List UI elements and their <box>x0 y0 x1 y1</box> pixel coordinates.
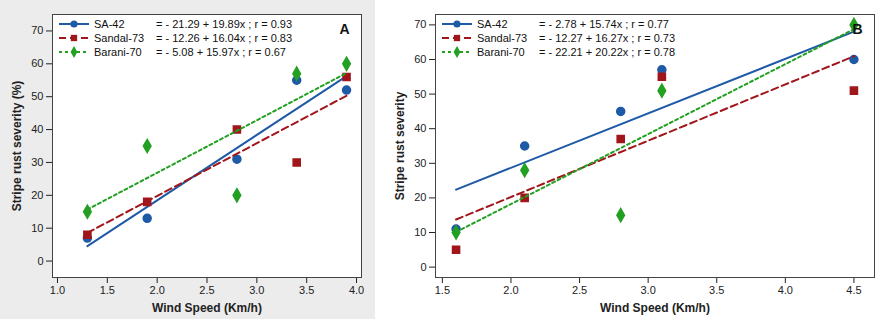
svg-text:2.0: 2.0 <box>503 284 518 296</box>
svg-text:1.0: 1.0 <box>50 284 65 296</box>
svg-text:60: 60 <box>31 57 43 69</box>
svg-text:40: 40 <box>31 123 43 135</box>
svg-text:Wind Speed (Km/h): Wind Speed (Km/h) <box>152 301 262 315</box>
svg-text:2.5: 2.5 <box>199 284 214 296</box>
svg-text:Wind Speed (Km/h): Wind Speed (Km/h) <box>600 301 710 315</box>
svg-text:Stripe rust severity: Stripe rust severity <box>393 91 407 200</box>
html-text:= - 12.27 + 16.27x ; r = 0.73: = - 12.27 + 16.27x ; r = 0.73 <box>539 32 676 44</box>
svg-text:Stripe rust severity (%): Stripe rust severity (%) <box>10 81 24 212</box>
svg-text:30: 30 <box>414 157 426 169</box>
html-text:Barani-70: Barani-70 <box>477 46 525 58</box>
html-text:SA-42: SA-42 <box>477 18 508 30</box>
svg-text:20: 20 <box>31 189 43 201</box>
svg-text:2.0: 2.0 <box>150 284 165 296</box>
svg-text:0: 0 <box>420 261 426 273</box>
html-text:Barani-70: Barani-70 <box>94 46 142 58</box>
svg-text:3.0: 3.0 <box>640 284 655 296</box>
svg-text:70: 70 <box>414 18 426 30</box>
html-text:Sandal-73: Sandal-73 <box>94 32 145 44</box>
html-text:= - 2.78 + 15.74x ; r = 0.77: = - 2.78 + 15.74x ; r = 0.77 <box>539 18 669 30</box>
html-text:SA-42: SA-42 <box>94 18 125 30</box>
svg-text:50: 50 <box>31 90 43 102</box>
html-text:= - 22.21 + 20.22x ; r = 0.78: = - 22.21 + 20.22x ; r = 0.78 <box>539 46 676 58</box>
svg-text:1.5: 1.5 <box>100 284 115 296</box>
html-text:= - 21.29 + 19.89x ; r = 0.93: = - 21.29 + 19.89x ; r = 0.93 <box>156 18 293 30</box>
svg-text:60: 60 <box>414 53 426 65</box>
svg-text:B: B <box>852 21 862 37</box>
svg-text:4.0: 4.0 <box>778 284 793 296</box>
svg-text:3.5: 3.5 <box>709 284 724 296</box>
svg-text:3.0: 3.0 <box>249 284 264 296</box>
svg-text:A: A <box>339 21 349 37</box>
svg-text:10: 10 <box>31 222 43 234</box>
svg-text:20: 20 <box>414 191 426 203</box>
svg-text:4.5: 4.5 <box>846 284 861 296</box>
svg-text:40: 40 <box>414 122 426 134</box>
svg-text:50: 50 <box>414 88 426 100</box>
svg-text:0: 0 <box>37 255 43 267</box>
svg-text:70: 70 <box>31 24 43 36</box>
svg-text:1.5: 1.5 <box>435 284 450 296</box>
html-text:Sandal-73: Sandal-73 <box>477 32 528 44</box>
svg-text:2.5: 2.5 <box>572 284 587 296</box>
svg-text:3.5: 3.5 <box>299 284 314 296</box>
svg-text:30: 30 <box>31 156 43 168</box>
svg-text:4.0: 4.0 <box>349 284 364 296</box>
html-text:= - 12.26 + 16.04x ; r = 0.83: = - 12.26 + 16.04x ; r = 0.83 <box>156 32 293 44</box>
html-text:= - 5.08 + 15.97x ; r = 0.67: = - 5.08 + 15.97x ; r = 0.67 <box>156 46 286 58</box>
svg-text:10: 10 <box>414 226 426 238</box>
